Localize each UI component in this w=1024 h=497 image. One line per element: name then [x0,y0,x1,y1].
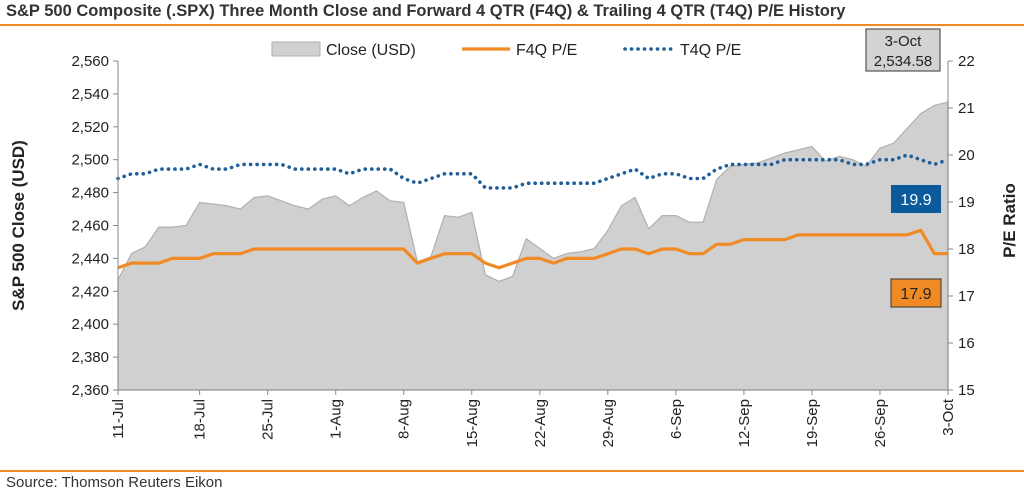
y-left-tick-label: 2,500 [71,152,109,169]
last-close-value: 2,534.58 [874,53,932,70]
last-close-box [865,28,941,72]
y-right-axis-title: P/E Ratio [1000,183,1019,258]
x-tick-label: 1-Aug [328,399,345,439]
title-rule [0,24,1024,26]
y-right-tick-label: 21 [958,100,975,117]
x-tick-label: 26-Sep [872,399,889,447]
y-left-tick-label: 2,540 [71,86,109,103]
x-tick-label: 29-Aug [600,399,617,447]
x-tick-label: 8-Aug [396,399,413,439]
y-right-tick-label: 17 [958,288,975,305]
y-right-tick-label: 20 [958,147,975,164]
last-close-date: 3-Oct [885,33,923,50]
chart: 2,360 2,380 2,400 2,420 2,440 2,460 2,480 2,500… [9,28,1019,447]
legend-t4q-label: T4Q P/E [680,42,741,59]
x-tick-label: 25-Jul [260,399,277,440]
y-right-tick-label: 18 [958,241,975,258]
y-right-tick-label: 22 [958,53,975,70]
series-t4q-line [116,153,950,190]
y-left-tick-label: 2,520 [71,119,109,136]
y-left-tick-label: 2,380 [71,349,109,366]
chart-title: S&P 500 Composite (.SPX) Three Month Clo… [6,2,846,20]
y-left-tick-label: 2,360 [71,382,109,399]
f4q-last-badge [890,278,942,308]
x-tick-label: 22-Aug [532,399,549,447]
legend-close-swatch [271,41,321,57]
x-tick-label: 6-Sep [668,399,685,439]
y-left-tick-label: 2,480 [71,185,109,202]
legend-close-label: Close (USD) [326,42,416,59]
x-tick-label: 19-Sep [804,399,821,447]
y-left-tick-label: 2,460 [71,218,109,235]
source-note: Source: Thomson Reuters Eikon [6,474,223,491]
y-right-tick-label: 19 [958,194,975,211]
y-left-tick-label: 2,420 [71,283,109,300]
x-tick-label: 15-Aug [464,399,481,447]
f4q-last-value: 17.9 [900,286,931,303]
t4q-last-value: 19.9 [900,192,931,209]
y-left-axis-title: S&P 500 Close (USD) [9,140,28,311]
x-tick-label: 11-Jul [110,399,127,439]
y-left-tick-label: 2,400 [71,316,109,333]
legend-f4q-label: F4Q P/E [516,42,577,59]
series-f4q-line [117,228,948,270]
series-close-area [117,101,949,391]
footer-rule [0,470,1024,472]
x-tick-label: 3-Oct [940,398,957,436]
t4q-last-badge [891,185,941,213]
x-tick-label: 12-Sep [736,399,753,447]
y-left-tick-label: 2,440 [71,250,109,267]
y-left-tick-label: 2,560 [71,53,109,70]
y-right-tick-label: 16 [958,335,975,352]
y-right-tick-label: 15 [958,382,975,399]
x-tick-label: 18-Jul [192,399,209,440]
